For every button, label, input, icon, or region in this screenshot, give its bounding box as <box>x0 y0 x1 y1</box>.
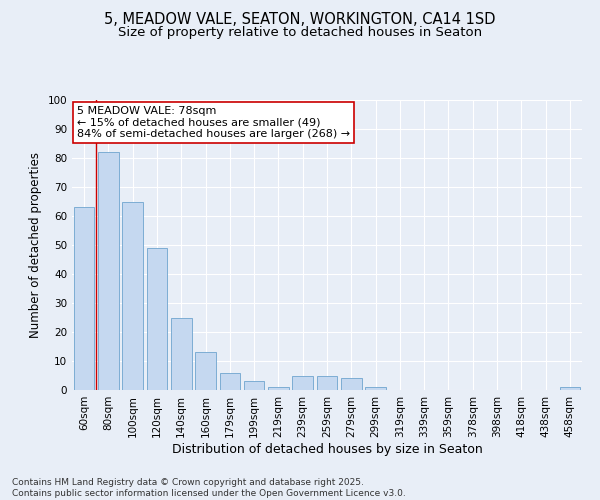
Bar <box>268 387 289 390</box>
Y-axis label: Number of detached properties: Number of detached properties <box>29 152 42 338</box>
Bar <box>195 352 216 390</box>
Bar <box>292 376 313 390</box>
Text: 5 MEADOW VALE: 78sqm
← 15% of detached houses are smaller (49)
84% of semi-detac: 5 MEADOW VALE: 78sqm ← 15% of detached h… <box>77 106 350 139</box>
Bar <box>341 378 362 390</box>
X-axis label: Distribution of detached houses by size in Seaton: Distribution of detached houses by size … <box>172 442 482 456</box>
Bar <box>365 387 386 390</box>
Bar <box>317 376 337 390</box>
Bar <box>146 248 167 390</box>
Bar <box>98 152 119 390</box>
Text: 5, MEADOW VALE, SEATON, WORKINGTON, CA14 1SD: 5, MEADOW VALE, SEATON, WORKINGTON, CA14… <box>104 12 496 28</box>
Bar <box>122 202 143 390</box>
Bar <box>244 382 265 390</box>
Text: Contains HM Land Registry data © Crown copyright and database right 2025.
Contai: Contains HM Land Registry data © Crown c… <box>12 478 406 498</box>
Bar <box>220 372 240 390</box>
Bar <box>560 387 580 390</box>
Bar <box>74 208 94 390</box>
Text: Size of property relative to detached houses in Seaton: Size of property relative to detached ho… <box>118 26 482 39</box>
Bar <box>171 318 191 390</box>
